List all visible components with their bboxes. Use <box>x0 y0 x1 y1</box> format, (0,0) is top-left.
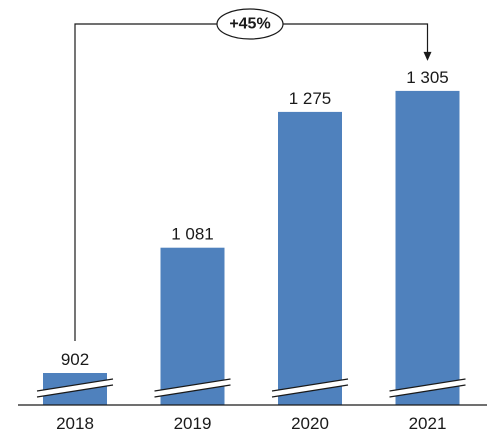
bar <box>160 247 225 405</box>
axis-break-band <box>389 379 466 397</box>
x-tick-label: 2018 <box>56 414 94 433</box>
axis-break-line-upper <box>389 378 466 392</box>
bar-group-2018: 902 2018 <box>36 350 114 433</box>
axis-break-line-lower <box>36 384 114 398</box>
axis-break-line-lower <box>271 384 349 398</box>
value-label: 1 275 <box>289 89 332 108</box>
arrow-down-icon <box>423 51 432 61</box>
x-tick-label: 2019 <box>174 414 212 433</box>
axis-break-band <box>154 379 231 397</box>
axis-break-line-lower <box>389 384 466 398</box>
axis-break-line-upper <box>154 378 231 392</box>
bar <box>395 90 460 406</box>
x-tick-label: 2020 <box>291 414 329 433</box>
axis-break-band <box>37 379 113 397</box>
value-label: 1 081 <box>171 225 214 244</box>
bar-group-2020: 1 275 2020 <box>271 89 349 433</box>
growth-label: +45% <box>229 16 270 33</box>
axis-break-line-lower <box>154 384 231 398</box>
axis-break-line-upper <box>271 378 349 392</box>
axis-break-band <box>272 379 348 397</box>
bar-group-2021: 1 305 2021 <box>389 68 466 433</box>
growth-connector <box>74 23 429 341</box>
bars: 902 2018 1 081 2019 1 275 2020 1 305 2021 <box>36 68 466 433</box>
bar-group-2019: 1 081 2019 <box>154 225 231 433</box>
value-label: 902 <box>61 350 89 369</box>
bar <box>278 111 342 406</box>
x-tick-label: 2021 <box>409 414 447 433</box>
growth-badge <box>216 8 284 40</box>
value-label: 1 305 <box>406 68 449 87</box>
axis-break-line-upper <box>36 378 114 392</box>
growth-annotation: +45% <box>74 8 432 341</box>
